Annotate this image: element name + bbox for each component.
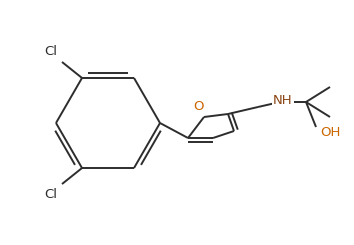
Text: OH: OH bbox=[320, 126, 340, 139]
Text: Cl: Cl bbox=[45, 187, 57, 201]
Text: Cl: Cl bbox=[45, 46, 57, 59]
Text: NH: NH bbox=[273, 94, 293, 107]
Text: O: O bbox=[194, 100, 204, 113]
